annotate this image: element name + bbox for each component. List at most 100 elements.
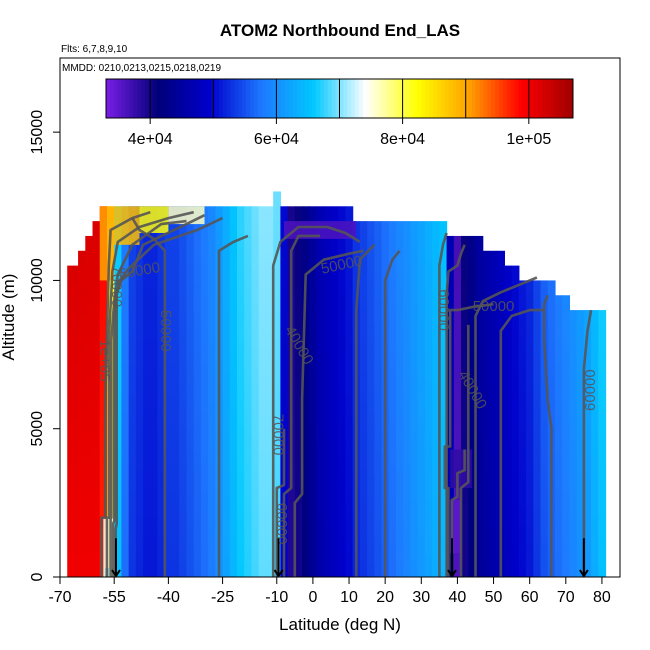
heatmap-column	[583, 310, 592, 577]
colorbar-segment	[417, 79, 422, 118]
colorbar-segment	[374, 79, 379, 118]
x-tick-label: -55	[103, 589, 126, 606]
colorbar-segment	[541, 79, 547, 118]
colorbar-segment	[386, 79, 391, 118]
dates-subtitle: MMDD: 0210,0213,0215,0218,0219	[62, 63, 221, 74]
colorbar-segment	[467, 79, 473, 118]
colorbar-segment	[448, 79, 453, 118]
y-tick-label: 5000	[29, 411, 46, 447]
colorbar-segment	[277, 79, 282, 118]
colorbar-segment	[172, 79, 177, 118]
colorbar-segment	[129, 79, 134, 118]
heatmap-column	[193, 206, 202, 578]
heatmap-column	[526, 280, 534, 577]
y-tick-label: 10000	[29, 258, 46, 303]
heatmap-column	[280, 206, 289, 578]
colorbar-segment	[109, 79, 115, 118]
heatmap-column	[554, 295, 563, 577]
colorbar-segment	[312, 79, 317, 118]
contour-line	[131, 217, 167, 577]
colorbar-segment	[358, 79, 364, 118]
colorbar-segment	[141, 79, 146, 118]
colorbar-segment	[144, 79, 150, 118]
heatmap-column	[439, 221, 448, 577]
colorbar-segment	[436, 79, 442, 118]
colorbar-segment	[440, 79, 446, 118]
colorbar: 4e+04 6e+04 8e+04 1e+05	[105, 78, 574, 148]
heatmap-column	[128, 206, 137, 578]
plot-frame	[59, 57, 621, 578]
flight-marker-arrow	[447, 538, 457, 578]
heatmap-patch	[103, 517, 115, 577]
heatmap-column	[374, 221, 383, 577]
colorbar-segment	[534, 79, 539, 118]
heatmap-column	[403, 221, 412, 577]
heatmap-column	[200, 206, 209, 578]
colorbar-segment	[452, 79, 457, 118]
colorbar-segment	[207, 79, 212, 118]
heatmap-column	[591, 310, 599, 577]
colorbar-segment	[522, 79, 527, 118]
colorbar-segment	[491, 79, 496, 118]
heatmap-patch	[99, 206, 115, 281]
contour-label: 50000	[157, 310, 174, 352]
colorbar-tick-label: 1e+05	[506, 131, 551, 148]
contour-label: 60000	[582, 369, 599, 411]
heatmap-column	[164, 206, 173, 578]
heatmap-column	[244, 206, 253, 578]
colorbar-segment	[327, 79, 333, 118]
colorbar-segment	[569, 79, 574, 118]
heatmap-column	[461, 235, 469, 577]
colorbar-segment	[281, 79, 286, 118]
heatmap-column	[157, 206, 166, 578]
colorbar-segment	[183, 79, 189, 118]
colorbar-segment	[261, 79, 267, 118]
heatmap-column	[504, 265, 513, 577]
colorbar-segment	[296, 79, 302, 118]
colorbar-segment	[479, 79, 484, 118]
colorbar-segment	[265, 79, 270, 118]
heatmap-column	[518, 280, 527, 577]
colorbar-segment	[300, 79, 305, 118]
heatmap-column	[432, 221, 440, 577]
colorbar-segment	[246, 79, 251, 118]
x-tick-label: -40	[157, 589, 180, 606]
contour-line	[582, 309, 593, 577]
colorbar-segment	[335, 79, 340, 118]
colorbar-segment	[125, 79, 130, 118]
x-tick-label: -70	[48, 589, 71, 606]
heatmap-column	[482, 250, 491, 577]
colorbar-segment	[502, 79, 508, 118]
contour-label: 70000	[270, 414, 287, 456]
colorbar-segment	[230, 79, 235, 118]
colorbar-segment	[148, 79, 154, 118]
heatmap-patch	[284, 221, 357, 239]
contour-line	[271, 225, 361, 577]
colorbar-segment	[553, 79, 558, 118]
x-tick-label: 70	[557, 589, 575, 606]
colorbar-segment	[378, 79, 383, 118]
heatmap-column	[99, 206, 108, 578]
colorbar-segment	[339, 79, 344, 118]
colorbar-segment	[156, 79, 161, 118]
colorbar-segment	[351, 79, 356, 118]
colorbar-segment	[362, 79, 368, 118]
colorbar-segment	[331, 79, 337, 118]
heatmap-column	[330, 206, 339, 578]
heatmap-column	[222, 206, 231, 578]
colorbar-segment	[397, 79, 403, 118]
colorbar-segment	[510, 79, 516, 118]
heatmap-column	[294, 206, 303, 578]
colorbar-segment	[487, 79, 492, 118]
flight-marker-arrow	[273, 538, 284, 578]
colorbar-segment	[464, 79, 469, 118]
contour-line	[293, 249, 364, 577]
heatmap-column	[396, 221, 404, 577]
x-tick-label: -10	[265, 589, 288, 606]
heatmap-column	[540, 280, 549, 577]
contour-line	[100, 210, 151, 577]
heatmap-column	[78, 250, 86, 577]
heatmap-column	[258, 206, 267, 578]
colorbar-segment	[257, 79, 263, 118]
